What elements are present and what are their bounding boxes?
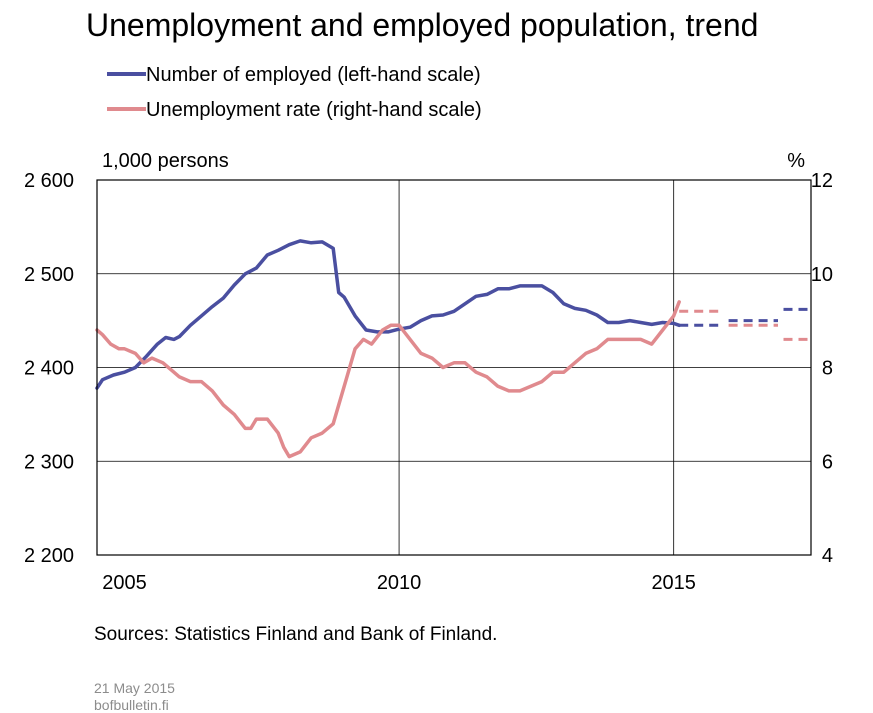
- left-axis-ticks: 2 200 2 300 2 400 2 500 2 600: [24, 170, 74, 567]
- plot-frame: [96, 179, 812, 556]
- left-tick-label: 2 600: [24, 170, 74, 192]
- right-tick-label: 10: [811, 264, 833, 286]
- left-tick-label: 2 200: [24, 545, 74, 567]
- x-tick-label: 2010: [377, 572, 422, 594]
- legend-label-employed: Number of employed (left-hand scale): [146, 64, 481, 86]
- footer-site: bofbulletin.fi: [94, 697, 169, 713]
- series-line-employed: [95, 239, 681, 390]
- source-note: Sources: Statistics Finland and Bank of …: [94, 624, 497, 645]
- right-axis-ticks: 4 6 8 10 12: [811, 170, 833, 567]
- series-line-unemployment: [95, 300, 681, 459]
- chart-title: Unemployment and employed population, tr…: [86, 7, 758, 43]
- x-axis-ticks: 2005 2010 2015: [102, 572, 696, 594]
- right-tick-label: 8: [822, 358, 833, 380]
- right-axis-unit: %: [787, 150, 805, 172]
- gridlines: [97, 179, 811, 556]
- right-tick-label: 6: [822, 451, 833, 473]
- x-tick-label: 2015: [651, 572, 696, 594]
- x-tick-label: 2005: [102, 572, 147, 594]
- left-tick-label: 2 300: [24, 451, 74, 473]
- legend-label-unemployment: Unemployment rate (right-hand scale): [146, 99, 482, 121]
- left-tick-label: 2 400: [24, 358, 74, 380]
- footer-date: 21 May 2015: [94, 680, 175, 696]
- right-tick-label: 4: [822, 545, 833, 567]
- right-tick-label: 12: [811, 170, 833, 192]
- left-tick-label: 2 500: [24, 264, 74, 286]
- legend: Number of employed (left-hand scale) Une…: [107, 64, 482, 121]
- series-lines: [95, 239, 811, 459]
- left-axis-unit: 1,000 persons: [102, 150, 229, 172]
